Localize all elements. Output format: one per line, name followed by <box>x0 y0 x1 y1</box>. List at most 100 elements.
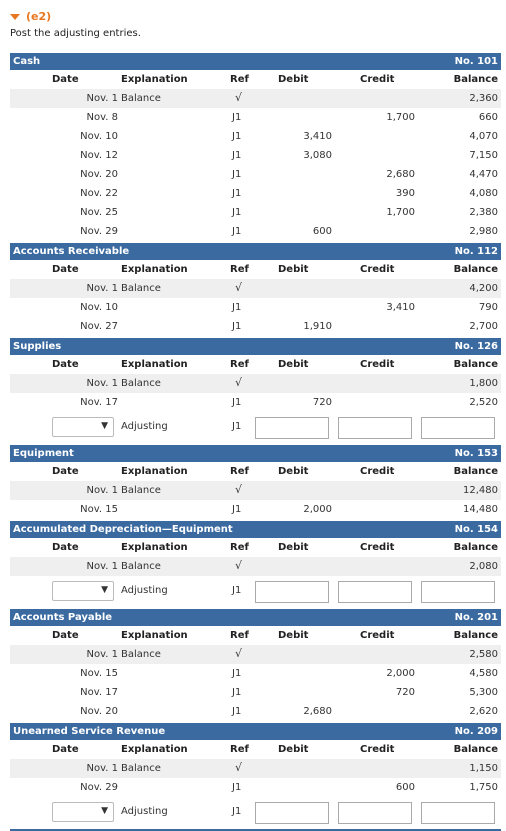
cell-ref: √ <box>235 647 243 660</box>
adjusting-ref: J1 <box>232 806 242 817</box>
ledger-row: Nov. 12 J1 3,080 7,150 <box>10 146 501 165</box>
column-header-explanation: Explanation <box>121 359 188 370</box>
cell-date: Nov. 17 <box>80 397 118 408</box>
cell-ref: √ <box>235 559 243 572</box>
cell-expl: Balance <box>121 485 161 496</box>
cell-ref: J1 <box>232 668 242 679</box>
cell-ref: J1 <box>232 321 242 332</box>
cell-date: Nov. 15 <box>80 504 118 515</box>
column-header-row: Date Explanation Ref Debit Credit Balance <box>10 355 501 374</box>
balance-input[interactable] <box>421 581 495 603</box>
column-header-date: Date <box>52 542 79 553</box>
column-header-date: Date <box>52 264 79 275</box>
column-header-row: Date Explanation Ref Debit Credit Balance <box>10 740 501 759</box>
cell-ref: J1 <box>232 112 242 123</box>
account-number: No. 209 <box>454 726 498 737</box>
account-number: No. 154 <box>454 524 498 535</box>
cell-balance: 2,080 <box>469 561 498 572</box>
bottom-divider <box>10 829 501 831</box>
cell-ref: J1 <box>232 706 242 717</box>
ledger-row: Nov. 15 J1 2,000 4,580 <box>10 664 501 683</box>
cell-date: Nov. 10 <box>80 131 118 142</box>
cell-date: Nov. 27 <box>80 321 118 332</box>
adjusting-label: Adjusting <box>121 806 168 817</box>
column-header-debit: Debit <box>278 74 309 85</box>
column-header-balance: Balance <box>453 74 498 85</box>
date-select[interactable]: ▼ <box>52 417 114 437</box>
column-header-date: Date <box>52 466 79 477</box>
cell-date: Nov. 1 <box>86 561 118 572</box>
cell-ref: J1 <box>232 302 242 313</box>
cell-date: Nov. 10 <box>80 302 118 313</box>
column-header-date: Date <box>52 74 79 85</box>
balance-input[interactable] <box>421 802 495 824</box>
column-header-explanation: Explanation <box>121 264 188 275</box>
cell-date: Nov. 29 <box>80 782 118 793</box>
column-header-balance: Balance <box>453 542 498 553</box>
cell-date: Nov. 1 <box>86 485 118 496</box>
credit-input[interactable] <box>338 581 412 603</box>
cell-date: Nov. 15 <box>80 668 118 679</box>
account-title-bar: Supplies No. 126 <box>10 338 501 355</box>
column-header-explanation: Explanation <box>121 542 188 553</box>
cell-balance: 4,080 <box>469 188 498 199</box>
ledger-row: Nov. 10 J1 3,410 4,070 <box>10 127 501 146</box>
ledger-row: Nov. 15 J1 2,000 14,480 <box>10 500 501 519</box>
column-header-date: Date <box>52 359 79 370</box>
column-header-ref: Ref <box>230 744 249 755</box>
part-header[interactable]: (e2) <box>10 10 51 23</box>
cell-expl: Balance <box>121 649 161 660</box>
account-name: Accounts Receivable <box>13 246 130 257</box>
instruction-text: Post the adjusting entries. <box>10 28 141 39</box>
credit-input[interactable] <box>338 417 412 439</box>
cell-date: Nov. 1 <box>86 93 118 104</box>
cell-credit: 2,000 <box>386 668 415 679</box>
credit-input[interactable] <box>338 802 412 824</box>
cell-ref: J1 <box>232 169 242 180</box>
cell-ref: √ <box>235 281 243 294</box>
column-header-credit: Credit <box>360 359 395 370</box>
ledger-row: Nov. 29 J1 600 2,980 <box>10 222 501 241</box>
column-header-debit: Debit <box>278 264 309 275</box>
column-header-balance: Balance <box>453 744 498 755</box>
debit-input[interactable] <box>255 802 329 824</box>
cell-date: Nov. 20 <box>80 169 118 180</box>
debit-input[interactable] <box>255 417 329 439</box>
cell-ref: √ <box>235 376 243 389</box>
ledger-row: Nov. 29 J1 600 1,750 <box>10 778 501 797</box>
cell-balance: 2,520 <box>469 397 498 408</box>
cell-balance: 660 <box>478 112 498 123</box>
cell-debit: 2,000 <box>303 504 332 515</box>
cell-ref: J1 <box>232 504 242 515</box>
cell-date: Nov. 1 <box>86 649 118 660</box>
balance-input[interactable] <box>421 417 495 439</box>
ledger-account: Accumulated Depreciation—Equipment No. 15… <box>10 521 501 606</box>
collapse-triangle-icon[interactable] <box>10 14 20 20</box>
cell-ref: J1 <box>232 150 242 161</box>
column-header-debit: Debit <box>278 744 309 755</box>
column-header-debit: Debit <box>278 466 309 477</box>
ledger-row: Nov. 22 J1 390 4,080 <box>10 184 501 203</box>
account-name: Accumulated Depreciation—Equipment <box>13 524 233 535</box>
cell-date: Nov. 1 <box>86 283 118 294</box>
ledger-row: Nov. 1 Balance √ 1,150 <box>10 759 501 778</box>
cell-balance: 14,480 <box>463 504 498 515</box>
date-select[interactable]: ▼ <box>52 581 114 601</box>
debit-input[interactable] <box>255 581 329 603</box>
account-number: No. 101 <box>454 56 498 67</box>
cell-balance: 7,150 <box>469 150 498 161</box>
account-title-bar: Equipment No. 153 <box>10 445 501 462</box>
account-number: No. 201 <box>454 612 498 623</box>
cell-ref: J1 <box>232 782 242 793</box>
chevron-down-icon: ▼ <box>101 421 108 431</box>
cell-balance: 2,380 <box>469 207 498 218</box>
cell-balance: 2,580 <box>469 649 498 660</box>
column-header-explanation: Explanation <box>121 466 188 477</box>
adjusting-entry-row: ▼ Adjusting J1 <box>10 576 501 606</box>
date-select[interactable]: ▼ <box>52 802 114 822</box>
cell-credit: 1,700 <box>386 207 415 218</box>
cell-expl: Balance <box>121 763 161 774</box>
column-header-credit: Credit <box>360 264 395 275</box>
cell-date: Nov. 29 <box>80 226 118 237</box>
ledger-row: Nov. 1 Balance √ 2,580 <box>10 645 501 664</box>
